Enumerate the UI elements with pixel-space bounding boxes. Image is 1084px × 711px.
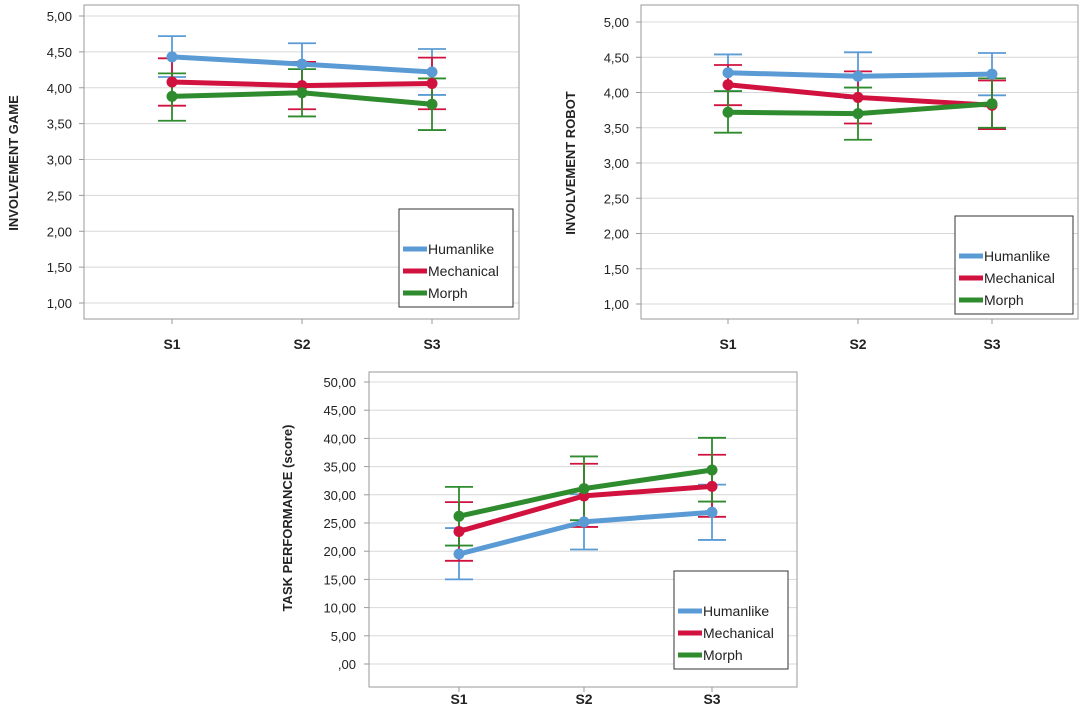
- y-tick-label: 1,00: [604, 297, 629, 312]
- y-tick-label: 2,50: [47, 188, 72, 203]
- data-point-mechanical: [426, 77, 438, 89]
- y-axis-label: INVOLVEMENT GAME: [6, 95, 21, 231]
- legend-label: Mechanical: [984, 270, 1055, 286]
- legend: Humanlike Mechanical Morph: [398, 208, 514, 308]
- plot-frame: [640, 4, 1079, 320]
- y-tick-label: ,00: [338, 657, 356, 672]
- data-point-morph: [852, 108, 864, 120]
- data-point-mechanical: [852, 91, 864, 103]
- legend-label: Humanlike: [428, 241, 494, 257]
- y-tick-label: 15,00: [323, 572, 356, 587]
- legend: Humanlike Mechanical Morph: [673, 570, 789, 670]
- data-point-humanlike: [453, 548, 465, 560]
- x-tick-label: S3: [983, 336, 1000, 352]
- y-tick-label: 2,00: [604, 227, 629, 242]
- data-point-mechanical: [722, 79, 734, 91]
- x-tick-label: S2: [849, 336, 866, 352]
- y-tick-label: 50,00: [323, 375, 356, 390]
- legend-label: Morph: [428, 285, 468, 301]
- y-axis-label: TASK PERFORMANCE (score): [280, 425, 295, 612]
- data-point-humanlike: [852, 70, 864, 82]
- y-tick-label: 2,00: [47, 224, 72, 239]
- y-tick-label: 5,00: [47, 9, 72, 24]
- data-point-morph: [578, 483, 590, 495]
- y-axis-label: INVOLVEMENT ROBOT: [563, 91, 578, 235]
- y-tick-label: 3,00: [604, 156, 629, 171]
- legend-label: Mechanical: [428, 263, 499, 279]
- data-point-mechanical: [706, 480, 718, 492]
- data-point-humanlike: [426, 66, 438, 78]
- y-tick-label: 4,00: [604, 86, 629, 101]
- x-tick-label: S1: [450, 691, 467, 707]
- y-tick-label: 3,50: [604, 121, 629, 136]
- data-point-morph: [986, 98, 998, 110]
- legend-label: Morph: [703, 647, 743, 663]
- y-tick-label: 30,00: [323, 488, 356, 503]
- data-point-morph: [722, 106, 734, 118]
- y-tick-label: 45,00: [323, 403, 356, 418]
- y-tick-label: 1,50: [604, 262, 629, 277]
- data-point-mechanical: [453, 525, 465, 537]
- y-tick-label: 5,00: [331, 629, 356, 644]
- y-tick-label: 4,00: [47, 81, 72, 96]
- x-tick-label: S1: [719, 336, 736, 352]
- chart-task-performance: TASK PERFORMANCE (score) ,00 5,00 10,00 15,…: [280, 371, 798, 707]
- data-point-humanlike: [722, 67, 734, 79]
- chart-involvement-game: INVOLVEMENT GAME 1,00 1,50 2,00 2,50 3,00 3,5…: [6, 4, 520, 352]
- x-tick-label: S2: [575, 691, 592, 707]
- data-point-humanlike: [166, 51, 178, 63]
- data-point-humanlike: [578, 516, 590, 528]
- plot-frame: [368, 371, 798, 688]
- data-point-humanlike: [296, 58, 308, 70]
- y-tick-label: 25,00: [323, 516, 356, 531]
- legend-label: Mechanical: [703, 625, 774, 641]
- data-point-morph: [166, 90, 178, 102]
- y-tick-label: 3,00: [47, 153, 72, 168]
- y-tick-label: 2,50: [604, 191, 629, 206]
- y-tick-label: 40,00: [323, 431, 356, 446]
- y-tick-label: 20,00: [323, 544, 356, 559]
- y-tick-label: 4,50: [604, 50, 629, 65]
- x-tick-label: S3: [703, 691, 720, 707]
- x-tick-label: S2: [293, 336, 310, 352]
- legend: Humanlike Mechanical Morph: [954, 215, 1074, 315]
- data-point-morph: [706, 464, 718, 476]
- data-point-humanlike: [986, 68, 998, 80]
- y-tick-label: 4,50: [47, 45, 72, 60]
- data-point-mechanical: [166, 76, 178, 88]
- y-tick-label: 1,00: [47, 296, 72, 311]
- legend-label: Humanlike: [703, 603, 769, 619]
- data-point-morph: [426, 98, 438, 110]
- data-point-morph: [453, 510, 465, 522]
- y-tick-label: 3,50: [47, 117, 72, 132]
- data-point-morph: [296, 87, 308, 99]
- data-point-humanlike: [706, 506, 718, 518]
- x-tick-label: S3: [423, 336, 440, 352]
- chart-involvement-robot: INVOLVEMENT ROBOT 1,00 1,50 2,00 2,50 3,00 3,…: [563, 4, 1079, 352]
- legend-label: Humanlike: [984, 248, 1050, 264]
- y-tick-label: 10,00: [323, 601, 356, 616]
- legend-label: Morph: [984, 292, 1024, 308]
- y-tick-label: 1,50: [47, 260, 72, 275]
- y-tick-label: 5,00: [604, 15, 629, 30]
- x-tick-label: S1: [163, 336, 180, 352]
- y-tick-label: 35,00: [323, 460, 356, 475]
